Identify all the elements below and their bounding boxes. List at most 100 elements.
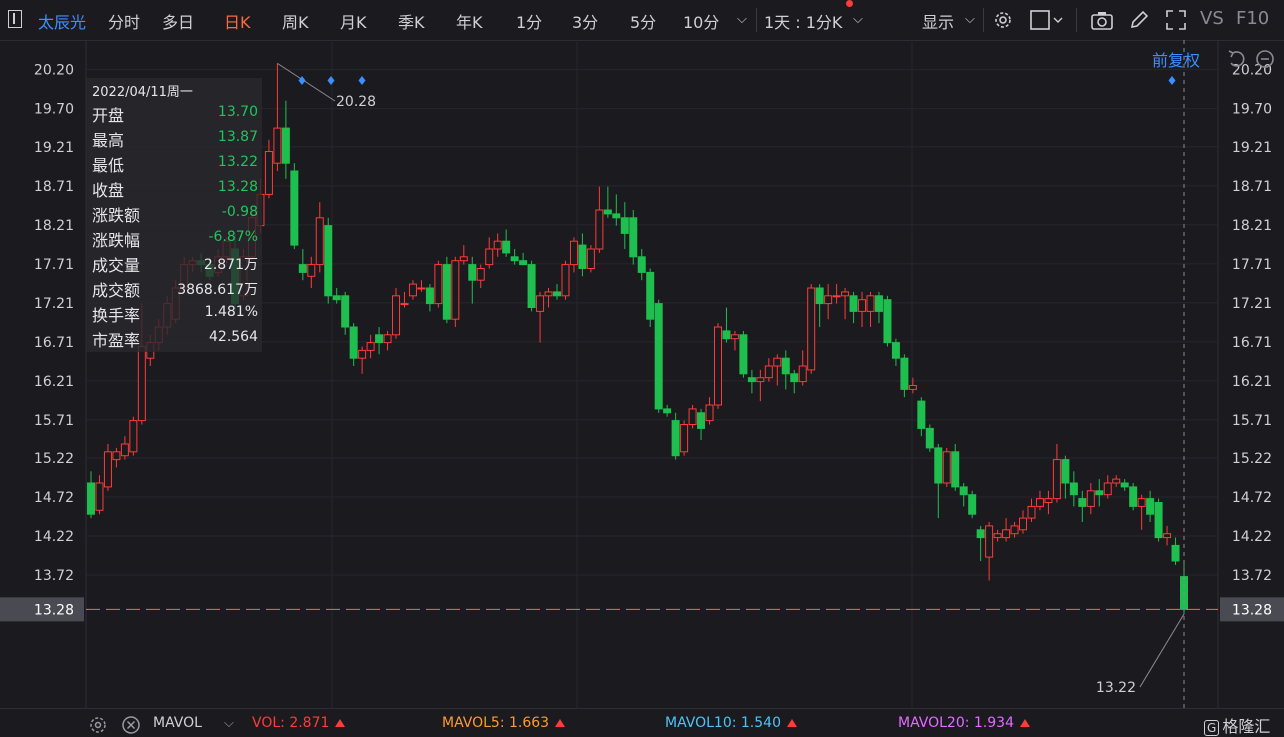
candle-up xyxy=(1112,478,1121,484)
toolbar-divider xyxy=(1076,8,1077,32)
tab-10min[interactable]: 10分 xyxy=(683,13,720,32)
mavol5-text: MAVOL5: 1.663 xyxy=(442,715,550,731)
tab-5min[interactable]: 5分 xyxy=(630,13,657,32)
price-tick-left: 20.20 xyxy=(34,63,74,79)
candle-down xyxy=(1146,498,1155,515)
candle-down xyxy=(1095,490,1104,496)
price-tick-left: 15.71 xyxy=(34,413,74,429)
candle-up xyxy=(417,287,426,290)
candle-up xyxy=(400,303,409,306)
candle-up xyxy=(756,377,765,383)
indicator-settings-icon[interactable] xyxy=(88,715,108,735)
candle-down xyxy=(510,256,519,262)
info-row-turnover-rate: 换手率 1.481% xyxy=(92,302,258,326)
minus-circle-icon[interactable] xyxy=(1254,49,1276,69)
candle-up xyxy=(451,260,460,320)
f10-button[interactable]: F10 xyxy=(1236,8,1270,29)
candle-up xyxy=(315,217,324,266)
candle-up xyxy=(120,443,129,457)
mavol20-text: MAVOL20: 1.934 xyxy=(898,715,1014,731)
settings-gear-icon[interactable] xyxy=(992,9,1014,31)
info-label: 成交量 xyxy=(92,256,141,275)
candle-up xyxy=(1163,533,1172,539)
candle-up xyxy=(858,299,867,312)
notification-dot xyxy=(846,0,853,7)
high-pointer-line xyxy=(277,62,336,102)
candle-down xyxy=(425,287,434,305)
candle-up xyxy=(841,291,850,297)
tab-yearly-k[interactable]: 年K xyxy=(456,13,483,32)
close-indicator-icon[interactable] xyxy=(121,715,141,735)
indicator-bar: MAVOL ⌵ VOL: 2.871 MAVOL5: 1.663 MAVOL10… xyxy=(0,708,1284,737)
price-tick-right: 17.71 xyxy=(1232,257,1272,273)
fullscreen-icon[interactable] xyxy=(1165,9,1187,31)
price-tick-left: 14.72 xyxy=(34,490,74,506)
tab-1min[interactable]: 1分 xyxy=(516,13,543,32)
sidebar-toggle-icon[interactable] xyxy=(8,10,22,28)
candle-up xyxy=(307,264,316,277)
candle-up xyxy=(366,342,375,351)
indicator-name[interactable]: MAVOL xyxy=(153,715,202,731)
display-menu[interactable]: 显示 xyxy=(922,13,955,32)
mavol10-value: MAVOL10: 1.540 xyxy=(665,715,797,731)
candle-down xyxy=(629,217,638,258)
candle-down xyxy=(324,225,333,297)
tab-weekly-k[interactable]: 周K xyxy=(282,13,309,32)
info-row-change: 涨跌额 -0.98 xyxy=(92,202,258,226)
candle-up xyxy=(569,240,578,266)
tab-intraday[interactable]: 分时 xyxy=(108,13,141,32)
candle-down xyxy=(1078,498,1087,507)
info-value: 13.22 xyxy=(217,154,258,170)
candle-up xyxy=(392,295,401,336)
kline-chart[interactable]: 20.20 20.20 19.70 19.70 19.21 19.21 18.71 18.71… xyxy=(0,40,1284,708)
info-label: 成交额 xyxy=(92,281,141,300)
pencil-icon[interactable] xyxy=(1128,9,1150,31)
top-toolbar: 太辰光 分时 多日 日K 周K 月K 季K 年K 1分 3分 5分 10分 ⌵ … xyxy=(0,0,1284,41)
candle-up xyxy=(713,326,722,406)
tab-multiday[interactable]: 多日 xyxy=(162,13,195,32)
candle-up xyxy=(264,151,273,195)
tab-3min[interactable]: 3分 xyxy=(572,13,599,32)
ohlc-info-panel: 2022/04/11周一 开盘 13.70 最高 13.87 最低 13.22 … xyxy=(86,78,262,352)
period-dropdown-chevron-icon[interactable]: ⌵ xyxy=(737,12,747,27)
multi-period-chevron-icon[interactable]: ⌵ xyxy=(853,12,863,27)
candle-down xyxy=(900,357,909,390)
stock-name[interactable]: 太辰光 xyxy=(38,13,87,32)
info-label: 开盘 xyxy=(92,106,125,125)
info-value: -0.98 xyxy=(221,204,258,220)
candle-up xyxy=(129,420,138,453)
adjust-mode-button[interactable]: 前复权 xyxy=(1152,51,1201,70)
candle-up xyxy=(493,240,502,250)
candle-down xyxy=(781,357,790,375)
candle-down xyxy=(883,299,892,344)
chart-style-icon[interactable] xyxy=(1030,9,1064,31)
tab-quarterly-k[interactable]: 季K xyxy=(398,13,425,32)
price-tick-right: 15.71 xyxy=(1232,413,1272,429)
undo-icon[interactable] xyxy=(1226,49,1246,69)
multi-period-select[interactable]: 1天 : 1分K xyxy=(764,13,843,32)
current-price-badge-right xyxy=(1220,597,1284,622)
price-tick-right: 14.72 xyxy=(1232,490,1272,506)
candle-down xyxy=(934,447,943,484)
camera-icon[interactable] xyxy=(1090,9,1114,31)
candle-down xyxy=(468,264,477,281)
brand-g-icon: G xyxy=(1204,720,1220,736)
display-chevron-icon[interactable]: ⌵ xyxy=(965,12,975,27)
candle-up xyxy=(1103,482,1112,496)
candle-down xyxy=(578,244,587,270)
mavol20-value: MAVOL20: 1.934 xyxy=(898,715,1030,731)
candle-down xyxy=(925,427,934,449)
indicator-chevron-icon[interactable]: ⌵ xyxy=(224,716,234,731)
candle-down xyxy=(442,264,451,320)
up-arrow-icon xyxy=(555,719,566,727)
vs-compare-button[interactable]: VS xyxy=(1200,8,1224,29)
candle-down xyxy=(671,420,680,457)
candle-down xyxy=(654,303,663,410)
low-pointer-line xyxy=(1139,613,1185,688)
event-marker-icon xyxy=(358,76,366,85)
current-price-badge-left xyxy=(0,597,84,622)
tab-monthly-k[interactable]: 月K xyxy=(340,13,367,32)
tab-daily-k[interactable]: 日K xyxy=(224,13,251,32)
candle-down xyxy=(874,295,883,312)
